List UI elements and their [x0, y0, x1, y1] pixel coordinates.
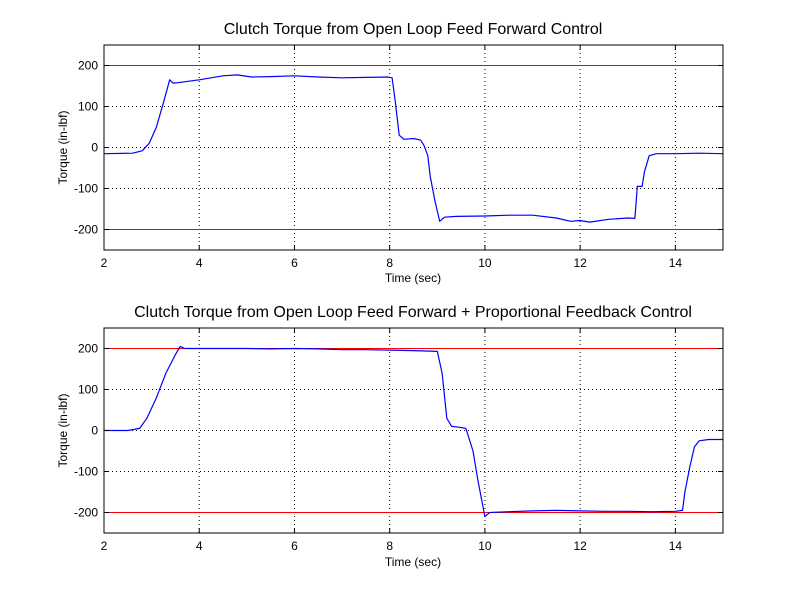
chart-bottom-xtick-label-4: 4	[196, 539, 203, 553]
chart-bottom-ytick-label-100: 100	[78, 383, 98, 397]
chart-bottom-ytick-label--100: -100	[74, 465, 98, 479]
chart-top-xtick-label-2: 2	[101, 256, 108, 270]
chart-top-xlabel: Time (sec)	[385, 271, 441, 285]
chart-bottom-xtick-label-10: 10	[478, 539, 492, 553]
chart-top: Clutch Torque from Open Loop Feed Forwar…	[56, 21, 724, 285]
chart-bottom-ytick-label-200: 200	[78, 342, 98, 356]
chart-top-series-group	[103, 74, 724, 223]
chart-bottom: Clutch Torque from Open Loop Feed Forwar…	[56, 304, 724, 569]
chart-bottom-xtick-label-12: 12	[573, 539, 587, 553]
chart-top-xtick-label-8: 8	[386, 256, 393, 270]
chart-top-xtick-label-10: 10	[478, 256, 492, 270]
chart-top-ticks: 2 4 6 8 10 12 14 -200 -100 0 100 200	[74, 45, 723, 270]
chart-top-plot-area	[104, 45, 723, 250]
chart-top-ytick-label-0: 0	[91, 141, 98, 155]
chart-top-ylabel: Torque (in-lbf)	[56, 110, 70, 184]
chart-top-ytick-label-100: 100	[78, 100, 98, 114]
chart-top-series-line-0	[103, 74, 724, 223]
chart-top-title: Clutch Torque from Open Loop Feed Forwar…	[224, 21, 603, 38]
chart-bottom-xtick-label-14: 14	[669, 539, 683, 553]
chart-top-xtick-label-12: 12	[573, 256, 587, 270]
chart-bottom-ylabel: Torque (in-lbf)	[56, 393, 70, 467]
chart-bottom-ticks: 2 4 6 8 10 12 14 -200 -100 0 100 200	[74, 328, 723, 553]
chart-top-xtick-label-6: 6	[291, 256, 298, 270]
chart-bottom-plot-area	[104, 328, 723, 533]
chart-bottom-series-group	[104, 345, 723, 518]
chart-top-xtick-label-14: 14	[669, 256, 683, 270]
chart-bottom-title: Clutch Torque from Open Loop Feed Forwar…	[134, 304, 692, 321]
chart-top-reference-lines	[104, 65, 723, 230]
chart-top-ytick-label--200: -200	[74, 223, 98, 237]
chart-bottom-xlabel: Time (sec)	[385, 555, 441, 569]
chart-bottom-series-line-0	[104, 345, 723, 518]
chart-top-ytick-label--100: -100	[74, 182, 98, 196]
chart-bottom-ytick-label-0: 0	[91, 424, 98, 438]
chart-top-xtick-label-4: 4	[196, 256, 203, 270]
chart-top-ytick-label-200: 200	[78, 59, 98, 73]
chart-bottom-ytick-label--200: -200	[74, 506, 98, 520]
chart-bottom-xtick-label-8: 8	[386, 539, 393, 553]
chart-bottom-xtick-label-2: 2	[101, 539, 108, 553]
chart-bottom-xtick-label-6: 6	[291, 539, 298, 553]
